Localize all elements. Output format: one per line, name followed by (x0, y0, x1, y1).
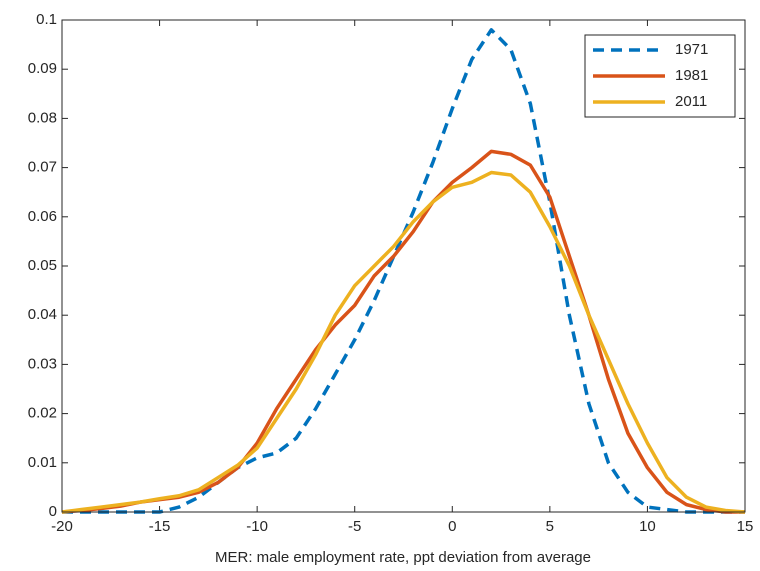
y-tick-label: 0.05 (28, 257, 57, 274)
x-tick-label: 15 (737, 518, 754, 535)
x-tick-label: 5 (546, 518, 554, 535)
legend-label: 1981 (675, 67, 708, 84)
x-axis-label: MER: male employment rate, ppt deviation… (215, 549, 591, 566)
y-tick-label: 0.04 (28, 306, 57, 323)
legend-label: 1971 (675, 41, 708, 58)
y-tick-label: 0.01 (28, 454, 57, 471)
y-tick-label: 0.02 (28, 405, 57, 422)
x-tick-label: -20 (51, 518, 73, 535)
x-tick-label: -5 (348, 518, 361, 535)
y-tick-label: 0.06 (28, 208, 57, 225)
plot-frame (61, 19, 746, 513)
y-tick-label: 0.07 (28, 159, 57, 176)
x-tick-label: 0 (448, 518, 456, 535)
legend-label: 2011 (675, 93, 707, 110)
x-tick-label: -15 (149, 518, 171, 535)
y-tick-label: 0.1 (36, 11, 57, 28)
x-tick-label: 10 (639, 518, 656, 535)
y-tick-label: 0.09 (28, 60, 57, 77)
y-tick-label: 0.03 (28, 355, 57, 372)
series-line (61, 170, 746, 514)
y-tick-label: 0 (49, 503, 57, 520)
x-tick-label: -10 (246, 518, 268, 535)
y-tick-label: 0.08 (28, 109, 57, 126)
